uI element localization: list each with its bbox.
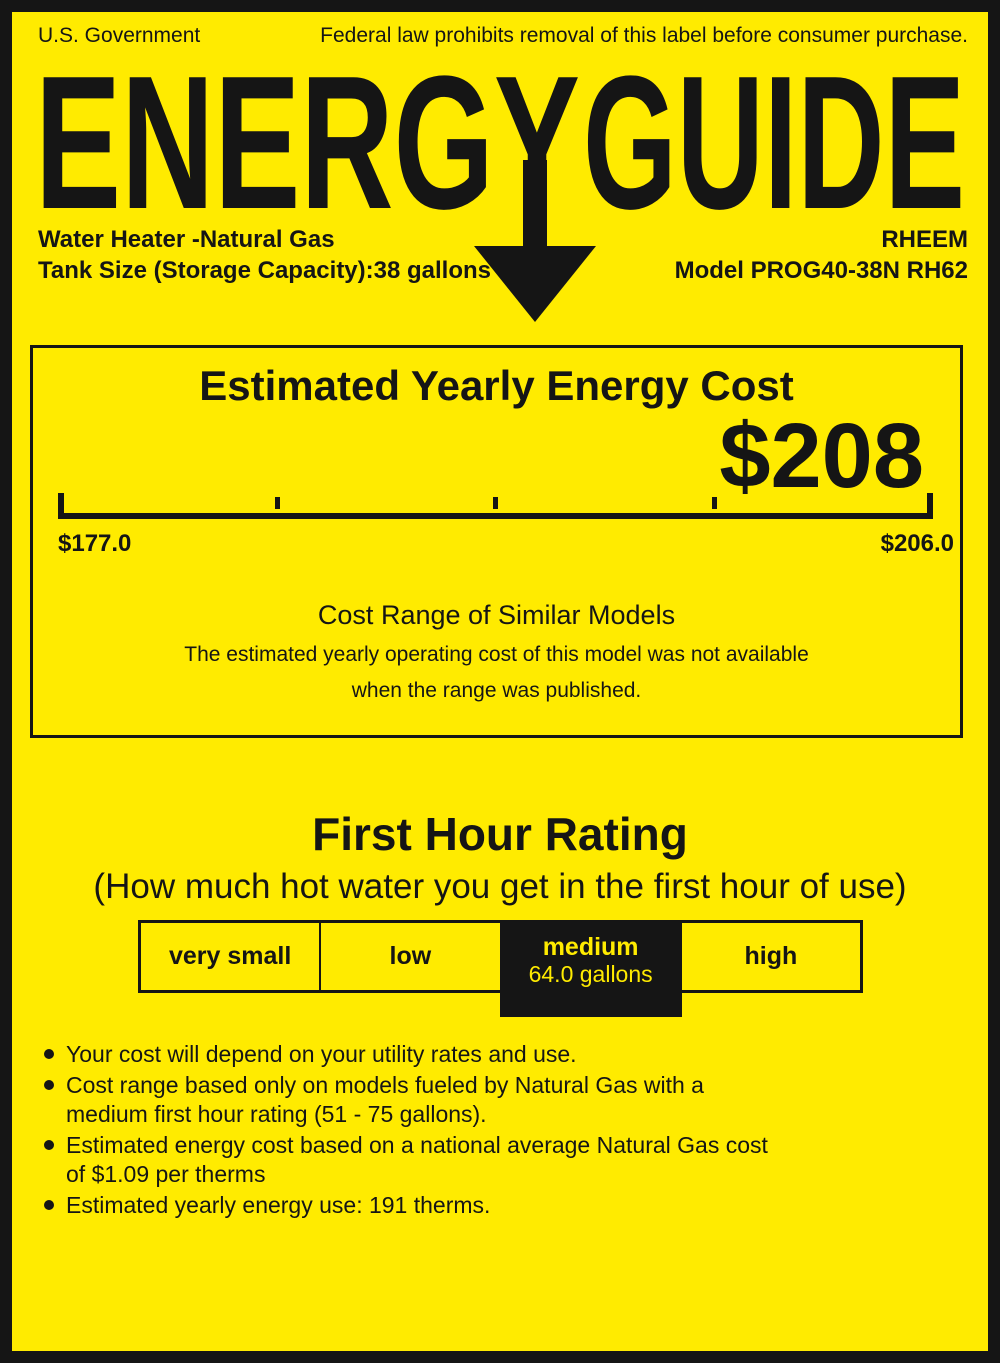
- range-note-line2: when the range was published.: [351, 679, 642, 702]
- first-hour-rating-subtitle: (How much hot water you get in the first…: [93, 867, 907, 906]
- range-note-line1: The estimated yearly operating cost of t…: [184, 643, 809, 666]
- energyguide-logo: ENERGY GUIDE: [35, 60, 965, 322]
- rating-segment-high: high: [744, 942, 798, 970]
- energy-cost-box: Estimated Yearly Energy Cost $208 $177.0…: [30, 345, 963, 738]
- range-max-label: $206.0: [880, 530, 954, 557]
- brand-name: RHEEM: [881, 226, 968, 253]
- rating-segment-low: low: [321, 923, 502, 990]
- us-government-text: U.S. Government: [38, 24, 201, 47]
- federal-law-notice: Federal law prohibits removal of this la…: [320, 24, 968, 47]
- first-hour-rating-title: First Hour Rating: [312, 808, 688, 860]
- footnote-item: Estimated yearly energy use: 191 therms.: [38, 1191, 768, 1220]
- footnote-list: Your cost will depend on your utility ra…: [38, 1040, 768, 1222]
- rating-segment-medium: medium 64.0 gallons: [499, 920, 682, 1017]
- product-tank-size: Tank Size (Storage Capacity):38 gallons: [38, 257, 492, 284]
- selected-rating-label: medium: [542, 933, 639, 961]
- model-number: Model PROG40-38N RH62: [674, 257, 968, 284]
- brand-info: RHEEM Model PROG40-38N RH62: [675, 224, 968, 286]
- cost-range-scale: [58, 493, 933, 519]
- product-type: Water Heater -Natural Gas: [38, 226, 335, 253]
- selected-rating-value: 64.0 gallons: [528, 961, 653, 987]
- estimated-cost-value: $208: [719, 405, 924, 507]
- footnote-item: Cost range based only on models fueled b…: [38, 1071, 768, 1129]
- selected-rating-box: medium 64.0 gallons: [499, 920, 682, 1017]
- range-min-label: $177.0: [58, 530, 132, 557]
- footnote-item: Your cost will depend on your utility ra…: [38, 1040, 768, 1069]
- down-arrow-icon: [474, 160, 596, 322]
- range-caption: Cost Range of Similar Models: [317, 600, 676, 630]
- product-info: Water Heater -Natural Gas Tank Size (Sto…: [38, 224, 491, 286]
- rating-segment-very-small: very small: [141, 923, 322, 990]
- logo-word-energy: ENERGY: [35, 60, 580, 249]
- first-hour-rating-bar: very small low medium 64.0 gallons high: [138, 920, 863, 1017]
- cost-box-title: Estimated Yearly Energy Cost: [199, 362, 794, 409]
- logo-word-guide: GUIDE: [583, 60, 965, 249]
- footnote-item: Estimated energy cost based on a nationa…: [38, 1131, 768, 1189]
